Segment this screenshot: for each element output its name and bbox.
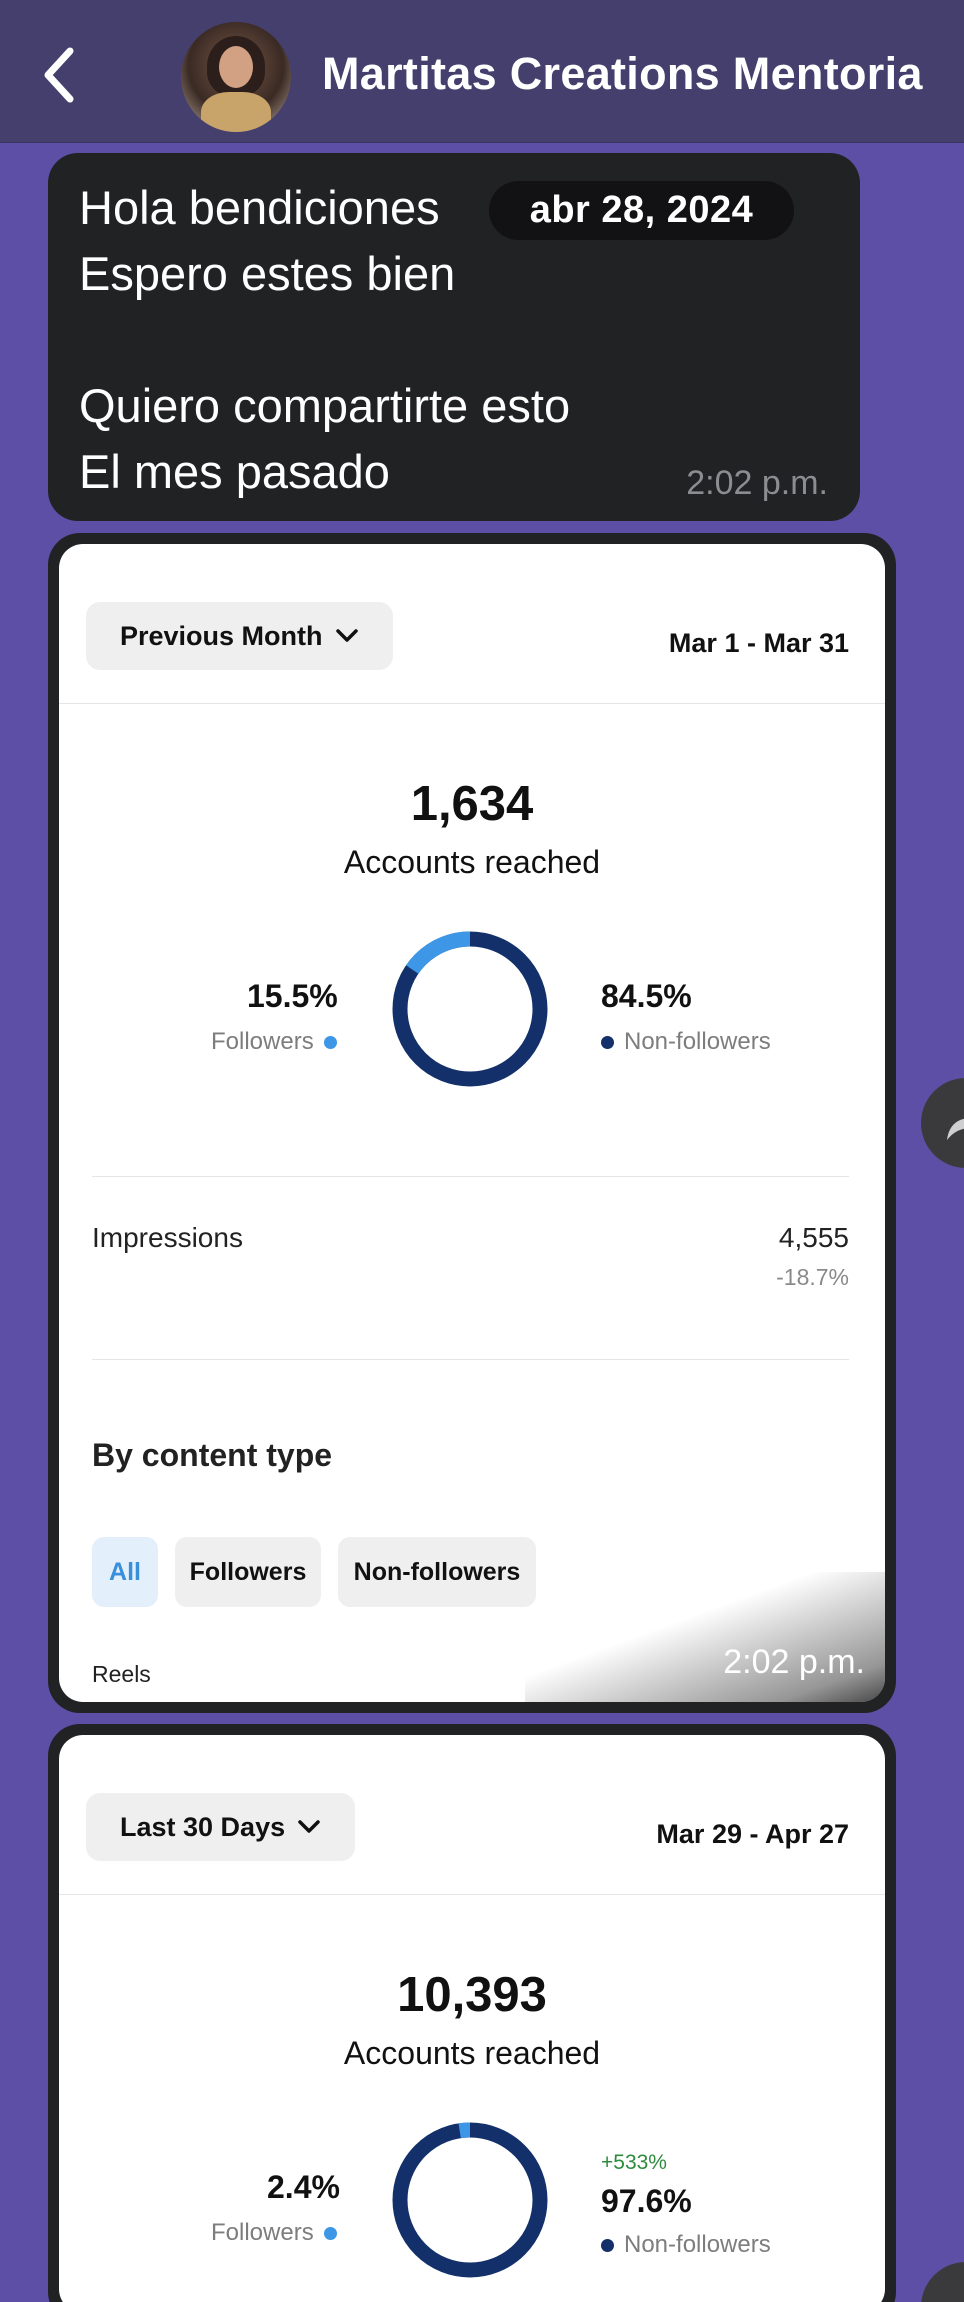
nonfollowers-percent: 97.6% xyxy=(601,2183,692,2219)
message-line: Hola bendiciones xyxy=(79,181,440,234)
forward-button[interactable] xyxy=(921,2262,964,2302)
message-line: Espero estes bien xyxy=(79,247,456,300)
followers-legend-label: Followers xyxy=(211,2219,314,2246)
period-label: Previous Month xyxy=(120,620,323,651)
chip-nonfollowers[interactable]: Non-followers xyxy=(338,1537,536,1607)
nonfollowers-legend-label: Non-followers xyxy=(624,2231,771,2258)
insights-header: Last 30 Days Mar 29 - Apr 27 xyxy=(59,1735,885,1895)
impressions-label: Impressions xyxy=(92,1222,243,1253)
avatar-shirt xyxy=(201,92,271,132)
nonfollowers-legend: Non-followers xyxy=(601,2231,771,2259)
message-line: El mes pasado xyxy=(79,445,390,498)
avatar-face xyxy=(219,46,253,88)
accounts-reached-label: Accounts reached xyxy=(343,844,601,880)
chat-header: Martitas Creations Mentoria xyxy=(0,0,964,143)
chip-all[interactable]: All xyxy=(92,1537,158,1607)
nonfollowers-legend-label: Non-followers xyxy=(624,1028,771,1055)
reach-donut-chart-2 xyxy=(392,2122,548,2278)
impressions-change: -18.7% xyxy=(776,1264,849,1290)
period-dropdown[interactable]: Previous Month xyxy=(86,602,393,670)
divider xyxy=(92,1176,849,1177)
chevron-down-icon xyxy=(298,1820,320,1833)
contact-avatar[interactable] xyxy=(181,22,291,132)
chat-title[interactable]: Martitas Creations Mentoria xyxy=(322,48,923,99)
chevron-left-icon xyxy=(44,47,74,103)
divider xyxy=(92,1359,849,1360)
insights-screenshot-1[interactable]: Previous Month Mar 1 - Mar 31 1,634 Acco… xyxy=(59,544,885,1702)
chip-followers[interactable]: Followers xyxy=(175,1537,321,1607)
insights-header: Previous Month Mar 1 - Mar 31 xyxy=(59,544,885,704)
nonfollowers-dot-icon xyxy=(601,2238,614,2252)
accounts-reached-count: 1,634 xyxy=(410,777,534,831)
impressions-value: 4,555 xyxy=(778,1222,849,1253)
nonfollowers-dot-icon xyxy=(601,1035,614,1049)
followers-dot-icon xyxy=(323,1035,337,1049)
followers-dot-icon xyxy=(323,2226,337,2240)
content-type-title: By content type xyxy=(92,1437,333,1473)
period-dropdown[interactable]: Last 30 Days xyxy=(86,1793,356,1861)
back-button[interactable] xyxy=(28,40,88,110)
followers-legend: Followers xyxy=(211,2219,337,2247)
image-message-2[interactable]: Last 30 Days Mar 29 - Apr 27 10,393 Acco… xyxy=(48,1724,896,2302)
message-line: Quiero compartirte esto xyxy=(79,379,571,432)
date-pill: abr 28, 2024 xyxy=(489,181,794,240)
date-range: Mar 1 - Mar 31 xyxy=(668,628,849,658)
nonfollowers-growth: +533% xyxy=(601,2151,667,2174)
message-line xyxy=(79,307,570,373)
reels-label: Reels xyxy=(92,1661,151,1687)
image-shade xyxy=(525,1572,885,1702)
insights-screenshot-2[interactable]: Last 30 Days Mar 29 - Apr 27 10,393 Acco… xyxy=(59,1735,885,2302)
donut-followers-arc-2 xyxy=(392,2122,548,2278)
forward-button[interactable] xyxy=(921,1078,964,1168)
message-text: Hola bendiciones Espero estes bien Quier… xyxy=(79,175,570,505)
period-label: Last 30 Days xyxy=(120,1811,286,1842)
date-range: Mar 29 - Apr 27 xyxy=(656,1819,849,1849)
message-time: 2:02 p.m. xyxy=(686,464,828,502)
chevron-down-icon xyxy=(335,629,358,642)
nonfollowers-legend: Non-followers xyxy=(601,1028,771,1056)
nonfollowers-percent: 84.5% xyxy=(601,978,692,1014)
donut-nonfollowers-arc-2 xyxy=(392,2122,548,2278)
share-arrow-icon xyxy=(939,2284,964,2302)
followers-percent: 15.5% xyxy=(247,978,338,1014)
accounts-reached-label: Accounts reached xyxy=(343,2035,601,2071)
share-arrow-icon xyxy=(947,1118,964,1140)
donut-followers-arc-1 xyxy=(392,931,548,1087)
followers-legend-label: Followers xyxy=(211,1028,314,1055)
followers-legend: Followers xyxy=(211,1028,337,1056)
image-message-1[interactable]: Previous Month Mar 1 - Mar 31 1,634 Acco… xyxy=(48,533,896,1713)
image-time: 2:02 p.m. xyxy=(723,1643,865,1681)
reach-donut-chart-1 xyxy=(392,931,548,1087)
accounts-reached-count: 10,393 xyxy=(397,1968,547,2022)
followers-percent: 2.4% xyxy=(267,2169,340,2205)
